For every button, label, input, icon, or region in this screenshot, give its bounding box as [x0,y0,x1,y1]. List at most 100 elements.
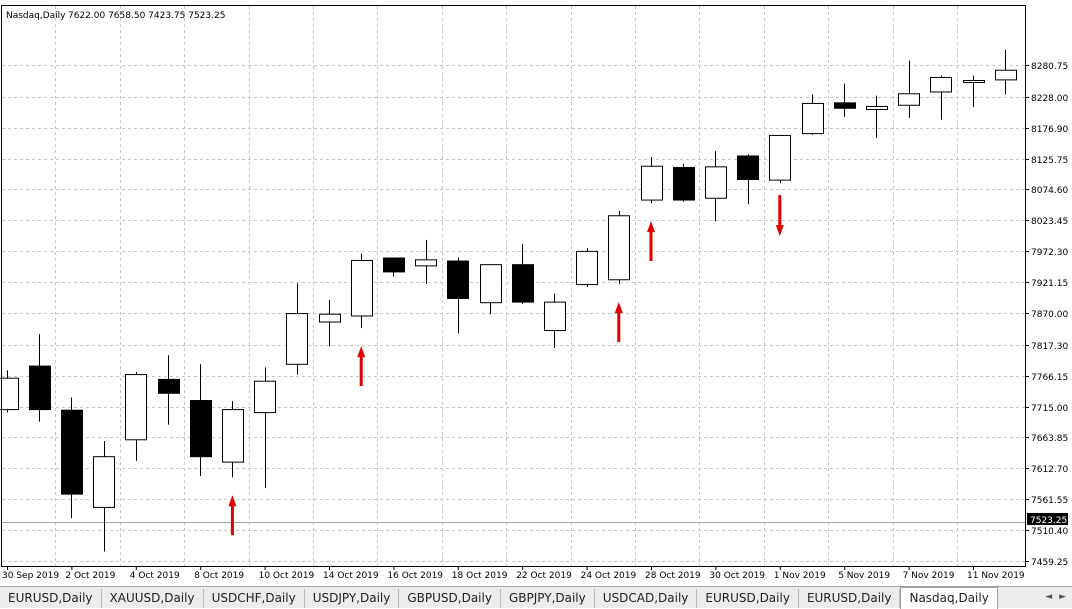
candle-body-bear [158,378,180,394]
tab-xauusd-daily[interactable]: XAUUSD,Daily [102,589,204,608]
candle-body-bear [383,257,405,273]
y-tick-label: 8125.75 [1031,156,1068,166]
x-tick-label: 18 Oct 2019 [452,571,508,581]
x-tick-label: 2 Oct 2019 [65,571,115,581]
candle [319,299,341,347]
y-tick-label: 8074.60 [1031,186,1068,196]
tab-eurusd-daily-3[interactable]: EURUSD,Daily [799,589,901,608]
candle-body-bear [29,365,51,411]
y-tick-label: 7612.70 [1031,465,1068,475]
candle [705,151,727,222]
arrow-head [647,221,655,233]
candle-body-bear [447,260,469,299]
candle-body-bull [705,166,727,199]
arrow-head [775,225,784,237]
tab-nasdaq-daily[interactable]: Nasdaq,Daily [900,587,998,609]
y-tick-label: 7921.15 [1031,279,1068,289]
x-tick-label: 14 Oct 2019 [323,571,379,581]
candle-body-bull [480,264,502,304]
chart-background [0,0,1072,586]
candle [61,397,83,519]
y-tick-label: 7561.55 [1031,496,1068,506]
candle-body-bull [641,165,663,201]
red-up-arrow [647,221,655,262]
candle-body-bull [930,76,952,93]
y-tick-label: 7510.40 [1031,527,1068,537]
candle [963,75,985,108]
candle-body-bull [319,313,341,323]
arrow-head [228,495,237,507]
x-tick-label: 1 Nov 2019 [774,571,826,581]
candle [802,94,824,135]
tab-usdjpy-daily[interactable]: USDJPY,Daily [305,589,400,608]
candle [737,154,759,205]
tab-eurusd-daily-2[interactable]: EURUSD,Daily [697,589,799,608]
tab-scroll-arrows[interactable]: ◄ ► [1045,592,1068,602]
candle [930,75,952,120]
y-tick-label: 7766.15 [1031,373,1068,383]
candle-body-bear [190,400,212,458]
y-tick-label: 8176.90 [1031,125,1068,135]
x-tick-label: 7 Nov 2019 [903,571,955,581]
tab-gbpusd-daily[interactable]: GBPUSD,Daily [399,589,501,608]
candle-body-bull [125,374,147,441]
tab-usdchf-daily[interactable]: USDCHF,Daily [204,589,305,608]
tab-gbpjpy-daily[interactable]: GBPJPY,Daily [501,589,595,608]
candle [608,210,630,284]
chart-header-ohlc: 7622.00 7658.50 7423.75 7523.25 [68,11,225,21]
price-axis: 8280.75 8228.00 8176.90 8125.75 8074.60 8023.… [1025,62,1068,568]
candle [480,264,502,315]
candle-body-bear [737,155,759,181]
x-tick-label: 16 Oct 2019 [387,571,443,581]
candle-body-bear [673,166,695,201]
tab-eurusd-daily-1[interactable]: EURUSD,Daily [0,589,102,608]
candle [769,134,791,184]
tab-usdcad-daily[interactable]: USDCAD,Daily [595,589,698,608]
candle [190,364,212,477]
x-tick-label: 11 Nov 2019 [967,571,1025,581]
y-tick-label: 7817.30 [1031,342,1068,352]
candle-body-bull [898,93,920,106]
x-tick-label: 24 Oct 2019 [581,571,637,581]
candle-body-bull [995,69,1017,81]
candle [222,401,244,478]
candle-body-bull [93,456,115,508]
arrow-head [614,301,623,313]
candle-body-bull [802,102,824,135]
candle [286,283,308,375]
candle [995,49,1017,95]
x-tick-label: 30 Oct 2019 [709,571,765,581]
current-price-label-bg [1027,513,1068,525]
candle [351,253,373,329]
plot-frame [1,5,1026,567]
candle [158,355,180,425]
x-tick-label: 30 Sep 2019 [2,571,59,581]
current-price-label: 7523.25 [1027,513,1068,526]
candle-body-bull [254,380,276,414]
y-tick-label: 7715.00 [1031,404,1068,414]
chart-tab-bar: EURUSD,Daily XAUUSD,Daily USDCHF,Daily U… [0,586,1072,609]
y-tick-label: 7870.00 [1031,310,1068,320]
candle [383,257,405,277]
y-tick-label: 7459.25 [1031,558,1068,568]
x-tick-label: 10 Oct 2019 [259,571,315,581]
candle [576,248,598,288]
grid-lines [2,6,1025,566]
candle-body-bear [61,409,83,495]
candle-body-bull [286,313,308,365]
arrow-head [357,346,366,358]
candle-body-bear [512,264,534,303]
candle [898,60,920,118]
candle [673,163,695,202]
candle-body-bull [866,105,888,110]
candle [125,372,147,461]
annotation-arrows [228,195,784,536]
candle-body-bull [351,259,373,317]
y-tick-label: 8280.75 [1031,62,1068,72]
candle [0,370,19,413]
candlestick-chart[interactable]: 8280.75 8228.00 8176.90 8125.75 8074.60 8023.… [0,0,1072,586]
red-up-arrow [614,301,623,342]
candle [254,367,276,489]
candle-body-bear [834,102,856,109]
current-price-label-text: 7523.25 [1030,516,1067,526]
